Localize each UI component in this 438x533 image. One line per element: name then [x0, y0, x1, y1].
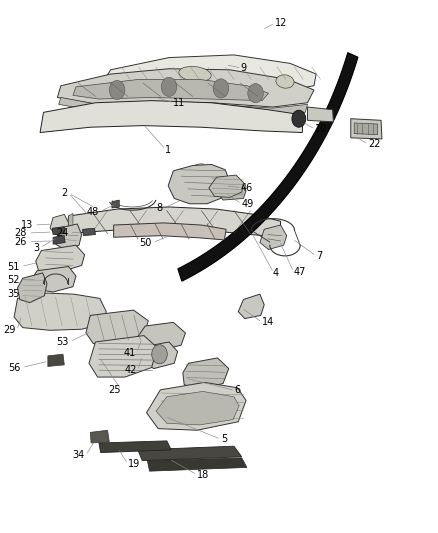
Circle shape [110, 80, 125, 100]
Text: 13: 13 [21, 220, 33, 230]
Text: 1: 1 [165, 144, 171, 155]
Polygon shape [14, 293, 106, 330]
Text: 35: 35 [7, 289, 20, 299]
Polygon shape [90, 430, 110, 443]
Polygon shape [50, 214, 69, 235]
Text: 47: 47 [293, 267, 306, 277]
Polygon shape [59, 98, 307, 117]
Text: 52: 52 [7, 275, 20, 285]
Polygon shape [112, 200, 119, 208]
Text: 29: 29 [3, 325, 15, 335]
Text: 48: 48 [87, 207, 99, 217]
Text: 22: 22 [368, 139, 381, 149]
Text: 34: 34 [72, 450, 85, 460]
Polygon shape [18, 273, 47, 303]
Polygon shape [73, 79, 268, 101]
Polygon shape [260, 225, 287, 249]
Polygon shape [57, 69, 314, 107]
Polygon shape [48, 354, 64, 367]
Text: 42: 42 [124, 365, 137, 375]
Polygon shape [307, 107, 333, 122]
Polygon shape [36, 245, 85, 273]
Polygon shape [147, 458, 247, 471]
Circle shape [248, 84, 263, 103]
Polygon shape [52, 227, 65, 235]
Text: 7: 7 [316, 251, 322, 261]
Text: 2: 2 [61, 188, 67, 198]
Polygon shape [66, 207, 281, 237]
Text: 8: 8 [156, 203, 162, 213]
Text: 56: 56 [9, 362, 21, 373]
Ellipse shape [276, 75, 294, 88]
Polygon shape [168, 165, 230, 204]
Circle shape [152, 345, 167, 364]
Text: 11: 11 [173, 98, 186, 108]
Polygon shape [351, 119, 382, 139]
Circle shape [292, 110, 306, 127]
Polygon shape [113, 223, 226, 240]
Text: 3: 3 [33, 243, 39, 253]
Text: 49: 49 [242, 199, 254, 209]
Text: 50: 50 [139, 238, 152, 247]
Polygon shape [217, 181, 246, 200]
Polygon shape [209, 175, 244, 197]
Text: 6: 6 [234, 385, 240, 395]
Polygon shape [32, 266, 76, 292]
Polygon shape [99, 441, 171, 453]
Text: 19: 19 [128, 459, 140, 469]
Text: 51: 51 [7, 262, 20, 271]
Text: 9: 9 [240, 63, 247, 73]
Polygon shape [102, 55, 316, 96]
Polygon shape [69, 213, 73, 233]
Text: 14: 14 [262, 317, 274, 327]
Text: 24: 24 [56, 228, 69, 238]
Polygon shape [82, 228, 95, 236]
Polygon shape [86, 310, 148, 344]
Polygon shape [40, 101, 303, 133]
Ellipse shape [179, 67, 211, 82]
Text: 41: 41 [124, 348, 136, 358]
Text: 25: 25 [108, 385, 120, 395]
Text: 10: 10 [315, 124, 328, 134]
Text: 26: 26 [15, 237, 27, 247]
Circle shape [213, 79, 229, 98]
Text: 12: 12 [275, 18, 287, 28]
Polygon shape [238, 294, 264, 319]
Polygon shape [183, 358, 229, 390]
Polygon shape [147, 382, 246, 430]
Polygon shape [56, 224, 81, 249]
Polygon shape [139, 342, 178, 368]
Text: 28: 28 [15, 228, 27, 238]
Polygon shape [138, 446, 242, 461]
Polygon shape [53, 236, 65, 244]
Text: 5: 5 [221, 434, 227, 445]
Text: 53: 53 [56, 337, 69, 347]
Polygon shape [354, 123, 378, 135]
Polygon shape [178, 53, 358, 281]
Text: 18: 18 [197, 470, 209, 480]
Text: 4: 4 [273, 268, 279, 278]
Circle shape [161, 77, 177, 96]
Text: 46: 46 [240, 183, 253, 193]
Polygon shape [156, 391, 239, 425]
Polygon shape [138, 322, 185, 351]
Polygon shape [89, 336, 157, 377]
